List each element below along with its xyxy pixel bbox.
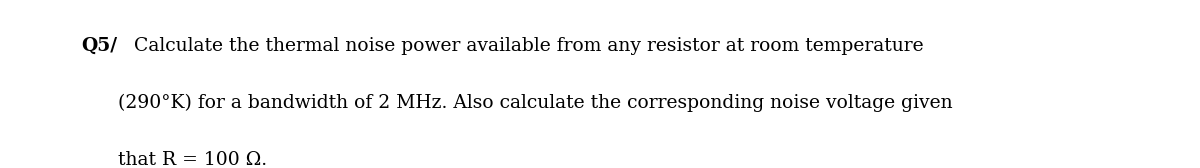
Text: (290°K) for a bandwidth of 2 MHz. Also calculate the corresponding noise voltage: (290°K) for a bandwidth of 2 MHz. Also c… [118, 94, 953, 112]
Text: that R = 100 Ω.: that R = 100 Ω. [118, 151, 266, 168]
Text: Q5/: Q5/ [82, 37, 118, 55]
Text: Calculate the thermal noise power available from any resistor at room temperatur: Calculate the thermal noise power availa… [128, 37, 924, 55]
